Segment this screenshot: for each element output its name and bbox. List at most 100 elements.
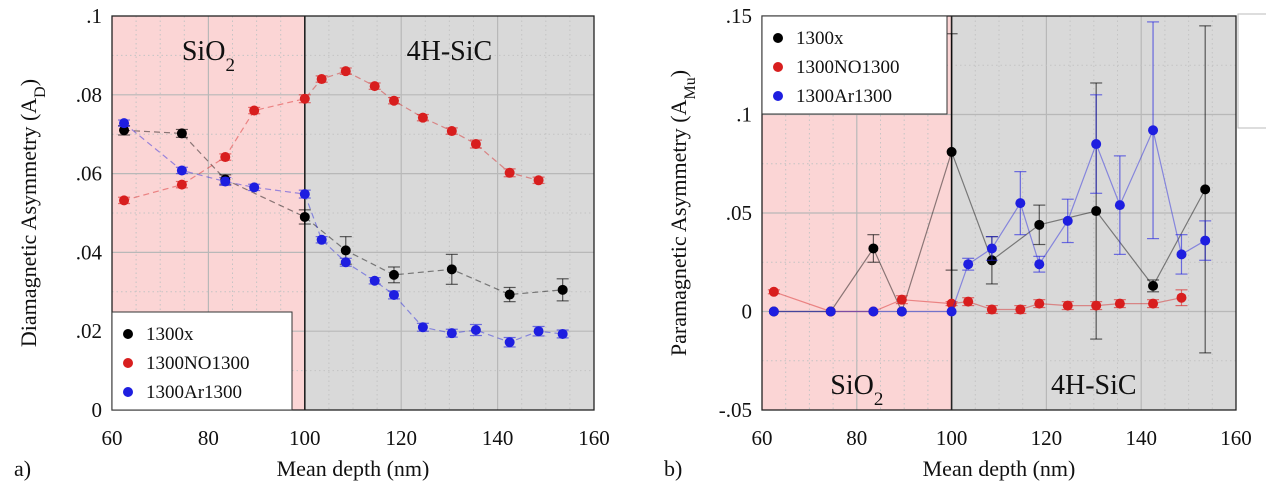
legend-entry: 1300x bbox=[146, 324, 194, 345]
y-tick-label: 0 bbox=[92, 398, 103, 422]
data-point-1300NO1300 bbox=[417, 112, 428, 123]
y-axis-label: Diamagnetic Asymmetry (AD) bbox=[16, 79, 49, 347]
data-point-1300NO1300 bbox=[299, 93, 310, 104]
data-point-1300Ar1300 bbox=[176, 165, 187, 176]
data-point-1300x bbox=[946, 146, 957, 157]
data-point-1300Ar1300 bbox=[446, 328, 457, 339]
data-point-1300Ar1300 bbox=[417, 322, 428, 333]
data-point-1300NO1300 bbox=[388, 95, 399, 106]
series-line-1300x bbox=[773, 150, 1206, 314]
y-tick-label: 0 bbox=[742, 300, 753, 324]
data-point-1300Ar1300 bbox=[946, 306, 957, 317]
legend-marker bbox=[773, 33, 783, 43]
data-point-1300NO1300 bbox=[1176, 292, 1187, 303]
x-tick-label: 140 bbox=[482, 426, 514, 450]
data-point-1300Ar1300 bbox=[963, 259, 974, 270]
legend-entry: 1300Ar1300 bbox=[796, 86, 892, 107]
x-tick-label: 140 bbox=[1125, 426, 1157, 450]
data-point-1300Ar1300 bbox=[369, 275, 380, 286]
data-point-1300NO1300 bbox=[470, 139, 481, 150]
data-point-1300Ar1300 bbox=[119, 118, 130, 129]
x-axis-label: Mean depth (nm) bbox=[923, 456, 1076, 481]
data-point-1300Ar1300 bbox=[470, 325, 481, 336]
y-tick-label: .06 bbox=[76, 162, 102, 186]
data-point-1300Ar1300 bbox=[316, 234, 327, 245]
legend-marker bbox=[123, 387, 133, 397]
x-tick-label: 60 bbox=[102, 426, 123, 450]
data-point-1300NO1300 bbox=[119, 195, 130, 206]
data-point-1300Ar1300 bbox=[1015, 198, 1026, 209]
data-point-1300x bbox=[388, 269, 399, 280]
legend-marker bbox=[123, 329, 133, 339]
legend-entry: 1300NO1300 bbox=[796, 57, 899, 78]
empty-inset-box bbox=[1237, 13, 1266, 129]
region-label-4h-sic: 4H-SiC bbox=[407, 36, 493, 67]
legend-entry: 1300x bbox=[796, 28, 844, 49]
data-point-1300x bbox=[557, 284, 568, 295]
legend: 1300x 1300NO1300 1300Ar1300 bbox=[111, 311, 293, 411]
data-point-1300NO1300 bbox=[768, 286, 779, 297]
data-point-1300Ar1300 bbox=[1148, 125, 1159, 136]
data-point-1300NO1300 bbox=[1015, 304, 1026, 315]
y-tick-label: .15 bbox=[726, 4, 752, 28]
x-tick-label: 100 bbox=[936, 426, 968, 450]
x-tick-label: 80 bbox=[198, 426, 219, 450]
legend: 1300x 1300NO1300 1300Ar1300 bbox=[761, 15, 948, 115]
data-point-1300x bbox=[504, 289, 515, 300]
data-point-1300Ar1300 bbox=[868, 306, 879, 317]
y-axis-label: Paramagnetic Asymmetry (AMu) bbox=[666, 70, 699, 356]
data-point-1300Ar1300 bbox=[825, 306, 836, 317]
data-point-1300Ar1300 bbox=[1091, 139, 1102, 150]
data-point-1300Ar1300 bbox=[1062, 215, 1073, 226]
data-point-1300NO1300 bbox=[249, 105, 260, 116]
x-tick-label: 120 bbox=[1031, 426, 1063, 450]
data-point-1300Ar1300 bbox=[1200, 235, 1211, 246]
data-point-1300x bbox=[1200, 184, 1211, 195]
legend-entry: 1300NO1300 bbox=[146, 353, 249, 374]
data-point-1300Ar1300 bbox=[388, 289, 399, 300]
panel-label: b) bbox=[664, 456, 682, 481]
data-point-1300NO1300 bbox=[1034, 298, 1045, 309]
data-point-1300Ar1300 bbox=[986, 243, 997, 254]
y-tick-label: .05 bbox=[726, 201, 752, 225]
data-point-1300x bbox=[299, 211, 310, 222]
data-point-1300Ar1300 bbox=[1176, 249, 1187, 260]
x-tick-label: 100 bbox=[289, 426, 321, 450]
x-tick-label: 80 bbox=[846, 426, 867, 450]
data-point-1300Ar1300 bbox=[504, 337, 515, 348]
data-point-1300Ar1300 bbox=[299, 189, 310, 200]
y-tick-label: .1 bbox=[736, 103, 752, 127]
legend-marker bbox=[123, 358, 133, 368]
data-point-1300NO1300 bbox=[533, 175, 544, 186]
data-point-1300x bbox=[119, 125, 130, 136]
data-point-1300x bbox=[1148, 280, 1159, 291]
data-point-1300NO1300 bbox=[1062, 300, 1073, 311]
data-point-1300NO1300 bbox=[316, 74, 327, 85]
data-point-1300NO1300 bbox=[446, 126, 457, 137]
y-tick-label: .08 bbox=[76, 83, 102, 107]
data-point-1300Ar1300 bbox=[768, 306, 779, 317]
legend-marker bbox=[773, 62, 783, 72]
x-tick-label: 160 bbox=[1220, 426, 1252, 450]
x-tick-label: 120 bbox=[385, 426, 417, 450]
data-point-1300Ar1300 bbox=[557, 328, 568, 339]
data-point-1300x bbox=[340, 245, 351, 256]
data-point-1300NO1300 bbox=[963, 296, 974, 307]
y-tick-label: -.05 bbox=[719, 398, 752, 422]
data-point-1300NO1300 bbox=[504, 167, 515, 178]
data-point-1300Ar1300 bbox=[533, 326, 544, 337]
data-point-1300NO1300 bbox=[896, 294, 907, 305]
region-label-4h-sic: 4H-SiC bbox=[1051, 370, 1137, 401]
legend-box bbox=[761, 15, 948, 115]
legend-box bbox=[111, 311, 293, 411]
data-point-1300Ar1300 bbox=[896, 306, 907, 317]
data-point-1300x bbox=[176, 128, 187, 139]
data-point-1300Ar1300 bbox=[340, 257, 351, 268]
data-point-1300NO1300 bbox=[176, 179, 187, 190]
legend-entry: 1300Ar1300 bbox=[146, 382, 242, 403]
data-point-1300NO1300 bbox=[369, 81, 380, 92]
y-tick-label: .02 bbox=[76, 319, 102, 343]
data-point-1300Ar1300 bbox=[220, 176, 231, 187]
